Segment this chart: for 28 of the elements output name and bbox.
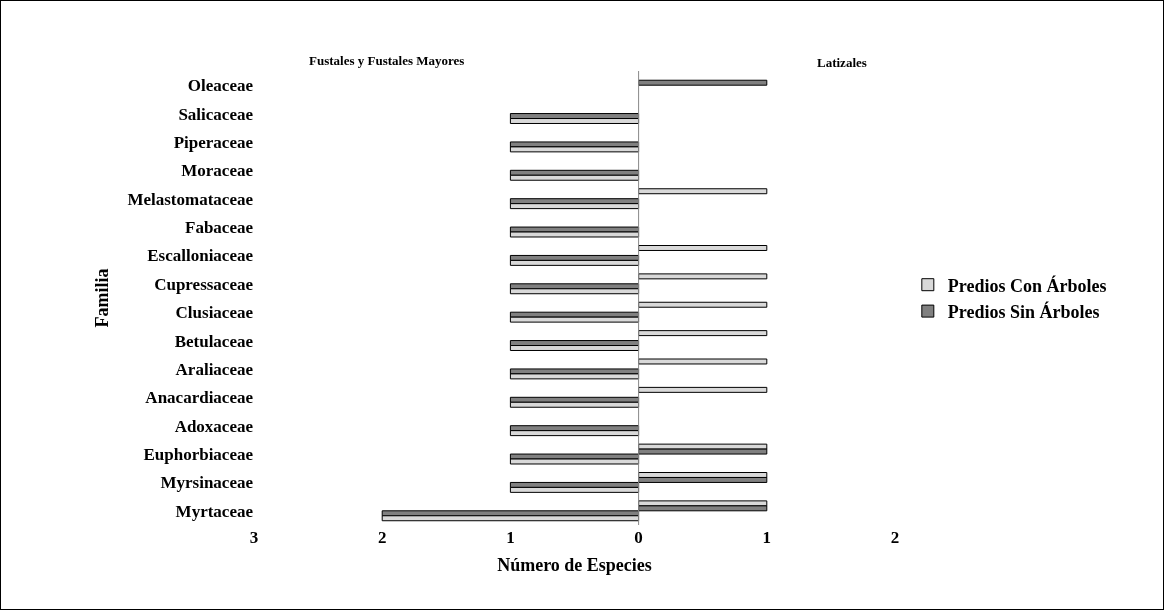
text: Fustales y Fustales Mayores [309, 53, 465, 68]
y-tick-label: Adoxaceae [174, 416, 254, 436]
x-tick-label: 0 [634, 528, 643, 547]
y-tick-label: Moraceae [181, 161, 254, 181]
y-tick-label: Melastomataceae [127, 189, 254, 209]
y-tick-label: Escalloniaceae [147, 246, 254, 266]
legend-label: Predios Sin Árboles [947, 301, 1100, 323]
y-tick-label: Myrtaceae [175, 501, 254, 521]
x-tick-label: 2 [890, 528, 900, 547]
y-tick-label: Myrsinaceae [160, 473, 254, 493]
y-tick-label: Oleaceae [187, 76, 254, 96]
text: Latizales [817, 55, 867, 70]
y-tick-label: Euphorbiaceae [143, 445, 254, 465]
x-tick-label: 1 [506, 528, 515, 547]
y-tick-label: Clusiaceae [175, 303, 254, 323]
y-tick-label: Anacardiaceae [145, 388, 254, 408]
x-tick-label: 1 [762, 528, 772, 547]
legend-label: Predios Con Árboles [947, 274, 1107, 296]
x-tick-label: 2 [377, 528, 387, 547]
y-tick-label: Fabaceae [185, 218, 254, 238]
x-axis-title: Número de Especies [497, 555, 652, 576]
y-tick-label: Piperaceae [173, 132, 254, 152]
y-axis-title: Familia [91, 268, 112, 328]
y-tick-label: Cupressaceae [154, 274, 254, 294]
x-tick-label: 3 [249, 528, 259, 547]
y-tick-label: Betulaceae [174, 331, 254, 351]
y-tick-label: Araliaceae [175, 359, 254, 379]
y-tick-label: Salicaceae [178, 104, 254, 124]
